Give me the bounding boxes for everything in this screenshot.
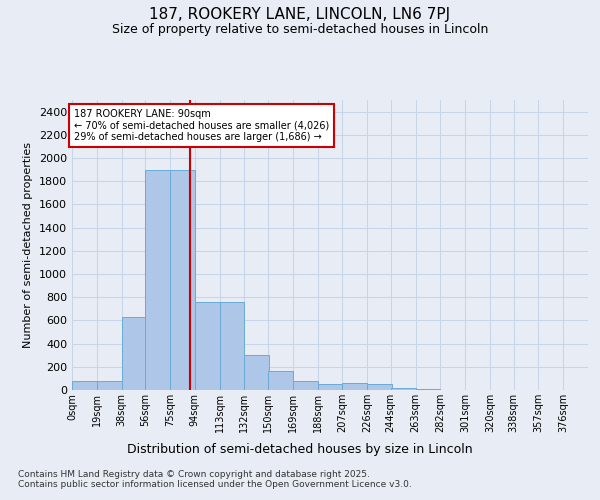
Bar	[195, 302, 220, 390]
Bar	[122, 317, 146, 390]
Bar	[97, 380, 122, 390]
Bar	[72, 380, 97, 390]
Bar	[293, 382, 317, 390]
Bar	[391, 388, 416, 390]
Bar	[367, 384, 392, 390]
Text: 187, ROOKERY LANE, LINCOLN, LN6 7PJ: 187, ROOKERY LANE, LINCOLN, LN6 7PJ	[149, 8, 451, 22]
Bar	[244, 355, 269, 390]
Bar	[145, 170, 170, 390]
Bar	[220, 302, 244, 390]
Text: Size of property relative to semi-detached houses in Lincoln: Size of property relative to semi-detach…	[112, 22, 488, 36]
Bar	[170, 170, 195, 390]
Text: Contains public sector information licensed under the Open Government Licence v3: Contains public sector information licen…	[18, 480, 412, 489]
Bar	[268, 372, 293, 390]
Y-axis label: Number of semi-detached properties: Number of semi-detached properties	[23, 142, 34, 348]
Text: 187 ROOKERY LANE: 90sqm
← 70% of semi-detached houses are smaller (4,026)
29% of: 187 ROOKERY LANE: 90sqm ← 70% of semi-de…	[74, 110, 329, 142]
Text: Contains HM Land Registry data © Crown copyright and database right 2025.: Contains HM Land Registry data © Crown c…	[18, 470, 370, 479]
Bar	[317, 384, 343, 390]
Bar	[343, 383, 367, 390]
Text: Distribution of semi-detached houses by size in Lincoln: Distribution of semi-detached houses by …	[127, 442, 473, 456]
